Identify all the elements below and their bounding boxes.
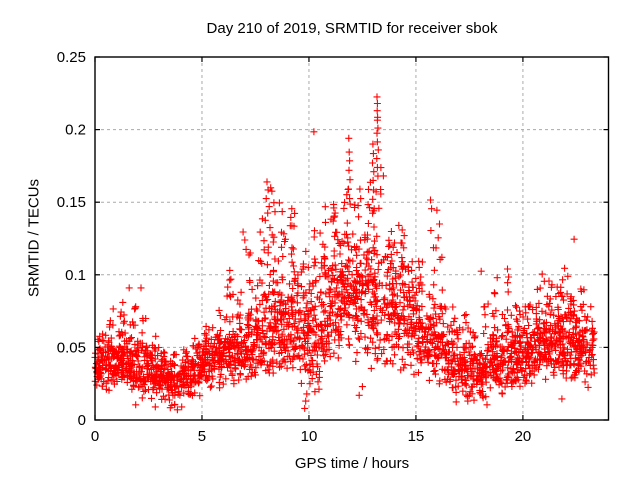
y-tick-label: 0.2 xyxy=(65,122,86,139)
x-tick-label: 15 xyxy=(408,428,425,445)
y-tick-label: 0.25 xyxy=(57,49,86,66)
axis-ticks xyxy=(94,56,609,421)
y-tick-label: 0.05 xyxy=(57,339,86,356)
x-axis-label: GPS time / hours xyxy=(294,455,410,472)
y-axis-label: SRMTID / TECUs xyxy=(25,178,43,298)
x-tick-label: 0 xyxy=(91,428,99,445)
chart-title: Day 210 of 2019, SRMTID for receiver sbo… xyxy=(206,20,498,37)
scatter-points xyxy=(91,93,598,414)
plot-border xyxy=(94,56,610,421)
y-tick-label: 0.1 xyxy=(65,267,86,284)
y-tick-label: 0.15 xyxy=(57,194,86,211)
x-tick-label: 20 xyxy=(515,428,532,445)
y-tick-label: 0 xyxy=(78,412,86,429)
x-tick-label: 10 xyxy=(301,428,318,445)
x-tick-label: 5 xyxy=(198,428,206,445)
